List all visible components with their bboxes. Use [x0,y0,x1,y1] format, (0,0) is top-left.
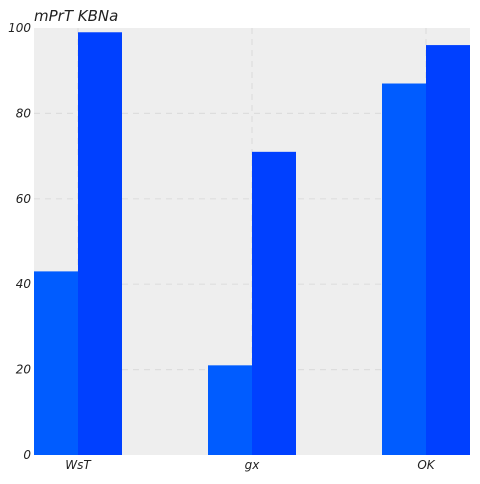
y-tick-label: 100 [8,21,31,35]
x-tick-label: gx [245,458,261,472]
y-tick-label: 0 [23,448,31,462]
y-tick-label: 40 [16,277,32,291]
x-tick-label: WsT [65,458,92,472]
y-axis-ticks: 0 20 40 60 80 100 [8,21,31,462]
y-tick-label: 80 [16,106,32,120]
x-axis-ticks: WsT gx OK [65,458,436,472]
y-tick-label: 60 [16,192,32,206]
bar-gx-series-1 [208,365,252,455]
bars [34,32,470,456]
chart-title: mPrT KBNa [34,7,118,25]
bar-gx-series-2 [252,151,296,455]
bar-WsT-series-2 [78,32,122,456]
bar-WsT-series-1 [34,271,78,455]
y-tick-label: 20 [16,363,32,377]
bar-OK-series-1 [382,83,426,455]
bar-OK-series-2 [426,45,470,455]
x-tick-label: OK [417,458,435,472]
